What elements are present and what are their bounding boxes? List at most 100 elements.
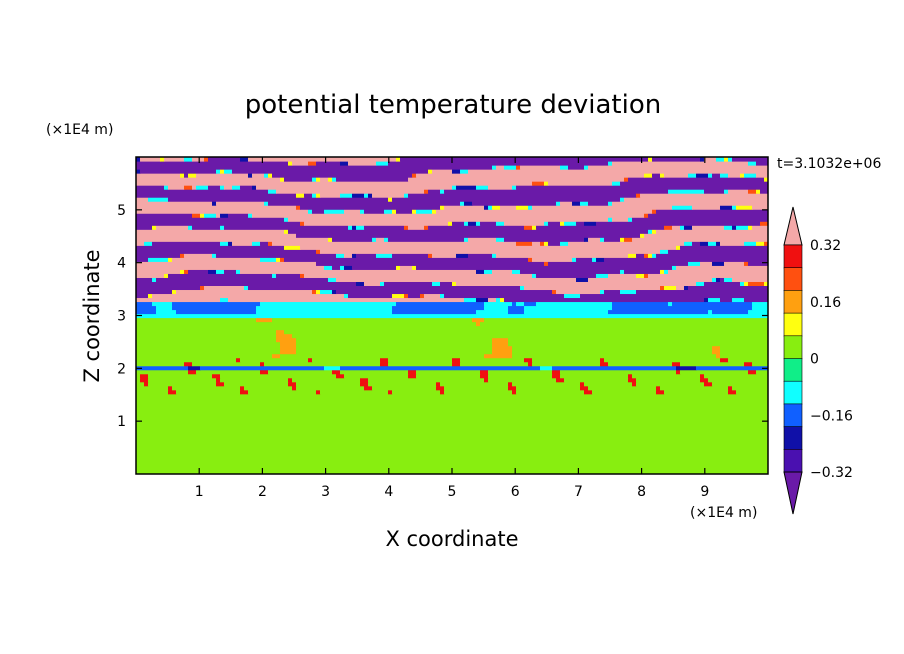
contour-cell [184, 361, 193, 367]
contour-cell [556, 377, 565, 383]
contour-cell [264, 173, 269, 178]
contour-cell [440, 189, 445, 194]
contour-cell [628, 217, 633, 222]
contour-cell [636, 273, 645, 278]
contour-cell [748, 189, 757, 194]
contour-cell [152, 225, 157, 230]
contour-cell [676, 365, 697, 371]
contour-cell [304, 193, 313, 198]
contour-cell [144, 381, 149, 387]
contour-cell [664, 173, 689, 178]
contour-cell [392, 293, 405, 299]
contour-cell [612, 181, 621, 186]
contour-cell [428, 189, 441, 194]
contour-cell [316, 177, 321, 182]
contour-cell [508, 305, 525, 311]
contour-cell [240, 389, 249, 395]
contour-cell [612, 305, 753, 311]
contour-cell [764, 241, 768, 246]
contour-cell [232, 241, 253, 246]
contour-cell [192, 213, 201, 218]
contour-cell [476, 269, 485, 274]
contour-cell [136, 289, 173, 295]
contour-cell [576, 257, 593, 262]
contour-cell [136, 405, 768, 411]
contour-cell [428, 225, 525, 230]
contour-cell [136, 201, 213, 206]
contour-cell [468, 253, 493, 258]
contour-cell [296, 337, 493, 343]
contour-cell [252, 185, 257, 190]
contour-cell [136, 461, 768, 467]
contour-cell [408, 369, 417, 375]
contour-cell [160, 157, 165, 162]
contour-cell [200, 285, 205, 291]
contour-cell [452, 361, 461, 367]
contour-cell [148, 197, 169, 202]
contour-cell [388, 389, 393, 395]
contour-cell [136, 373, 141, 379]
contour-cell [444, 389, 513, 395]
contour-cell [464, 297, 477, 303]
contour-cell [532, 181, 545, 186]
contour-cell [136, 169, 141, 174]
contour-cell [360, 381, 369, 387]
contour-cell [596, 257, 605, 262]
contour-cell [284, 229, 289, 234]
contour-cell [496, 237, 505, 242]
contour-cell [136, 177, 281, 182]
contour-cell [584, 389, 593, 395]
contour-cell [656, 389, 665, 395]
contour-cell [544, 221, 549, 226]
contour-cell [256, 317, 273, 323]
contour-cell [332, 237, 373, 242]
contour-cell [136, 441, 768, 447]
contour-cell [724, 277, 733, 282]
contour-cell [676, 265, 768, 270]
contour-cell [136, 285, 201, 291]
contour-cell [348, 225, 353, 230]
contour-cell [560, 369, 677, 375]
contour-cell [380, 357, 389, 363]
contour-cell [352, 193, 365, 198]
contour-cell [532, 241, 541, 246]
contour-cell [192, 185, 197, 190]
contour-cell [376, 237, 385, 242]
contour-cell [376, 161, 389, 166]
contour-cell [340, 365, 541, 371]
contour-cell [468, 237, 497, 242]
contour-cell [532, 225, 537, 230]
contour-cell [720, 345, 768, 351]
contour-cell [656, 209, 768, 214]
contour-cell [224, 185, 233, 190]
contour-cell [496, 165, 505, 170]
contour-cell [716, 353, 721, 359]
contour-cell [528, 205, 533, 210]
contour-cell [276, 257, 281, 262]
contour-cell [260, 361, 265, 367]
contour-cell [220, 373, 337, 379]
contour-cell [200, 213, 205, 218]
contour-cell [748, 281, 765, 286]
contour-cell [620, 237, 625, 242]
colorbar-segment [783, 290, 803, 314]
contour-cell [320, 289, 333, 295]
contour-cell [428, 253, 433, 258]
contour-cell [500, 297, 505, 303]
contour-cell [648, 253, 653, 258]
time-label: t=3.1032e+06 [777, 156, 881, 172]
contour-cell [568, 241, 685, 246]
contour-cell [696, 365, 768, 371]
contour-cell [588, 165, 768, 170]
contour-cell [584, 237, 589, 242]
contour-cell [732, 225, 737, 230]
contour-cell [440, 381, 509, 387]
contour-cell [676, 245, 681, 250]
contour-cell [168, 273, 273, 278]
contour-cell [236, 357, 241, 363]
contour-cell [744, 297, 768, 303]
colorbar-extend-top [783, 206, 803, 246]
contour-cell [672, 301, 753, 307]
contour-cell [340, 265, 345, 270]
contour-cell [636, 193, 641, 198]
